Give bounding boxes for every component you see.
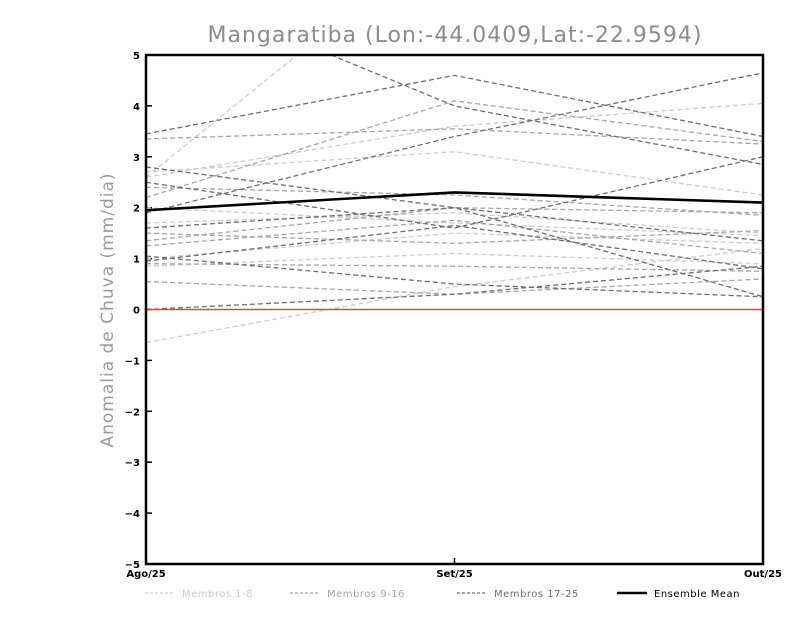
- series-line-m10: [146, 186, 763, 216]
- legend-label: Membros 9-16: [327, 589, 405, 600]
- series-group-3: [146, 55, 763, 311]
- y-tick-label: −1: [125, 356, 140, 367]
- y-tick-label: −2: [125, 407, 140, 418]
- y-tick-label: 5: [133, 51, 140, 62]
- series-line-m9: [146, 219, 763, 255]
- y-tick-label: −3: [125, 458, 140, 469]
- series-group-1: [146, 55, 763, 344]
- series-line-m19: [146, 72, 763, 214]
- x-tick-label: Ago/25: [126, 569, 165, 580]
- series-line-m6: [146, 252, 763, 267]
- y-axis-ticks: −5 −4 −3 −2 −1 0 1 2 3 4 5: [125, 51, 152, 571]
- legend-label: Membros 17-25: [494, 589, 579, 600]
- plot-frame: [144, 53, 765, 566]
- legend-label: Ensemble Mean: [654, 589, 740, 600]
- y-tick-label: 0: [133, 306, 140, 317]
- series-line-m12: [146, 263, 763, 272]
- x-axis-ticks: Ago/25 Set/25 Out/25: [126, 558, 782, 580]
- series-line-m7: [146, 212, 763, 234]
- series-line-m17: [146, 74, 763, 138]
- series-line-m2: [146, 247, 763, 344]
- series-line-m13: [146, 229, 763, 244]
- y-tick-label: −4: [125, 509, 140, 520]
- series-line-m25: [146, 255, 763, 298]
- y-axis-label: Anomalia de Chuva (mm/dia): [98, 172, 118, 447]
- series-line-m15: [146, 207, 763, 242]
- series-line-m21: [146, 265, 763, 311]
- series-line-m1: [146, 55, 299, 178]
- x-tick-label: Set/25: [436, 569, 472, 580]
- chart-title: Mangaratiba (Lon:-44.0409,Lat:-22.9594): [207, 23, 702, 48]
- series-line-m24: [146, 156, 763, 229]
- y-tick-label: 1: [133, 255, 140, 266]
- series-line-m4: [146, 151, 763, 196]
- series-group-2: [146, 100, 763, 295]
- y-tick-label: 3: [133, 153, 140, 164]
- series-line-m16: [146, 128, 763, 145]
- y-tick-label: 2: [133, 204, 140, 215]
- series-line-m22: [146, 207, 763, 298]
- y-tick-label: −5: [125, 560, 140, 571]
- y-tick-label: 4: [133, 102, 140, 113]
- series-line-m5: [146, 232, 763, 260]
- series-layer: [146, 55, 763, 344]
- legend-label: Membros 1-8: [182, 589, 253, 600]
- series-line-m11: [146, 100, 763, 199]
- series-line-m8: [146, 207, 763, 237]
- series-line-m3: [146, 102, 763, 178]
- x-tick-label: Out/25: [744, 569, 782, 580]
- legend: Membros 1-8 Membros 9-16 Membros 17-25 Ense…: [145, 589, 740, 600]
- ensemble-mean-line: [146, 191, 763, 212]
